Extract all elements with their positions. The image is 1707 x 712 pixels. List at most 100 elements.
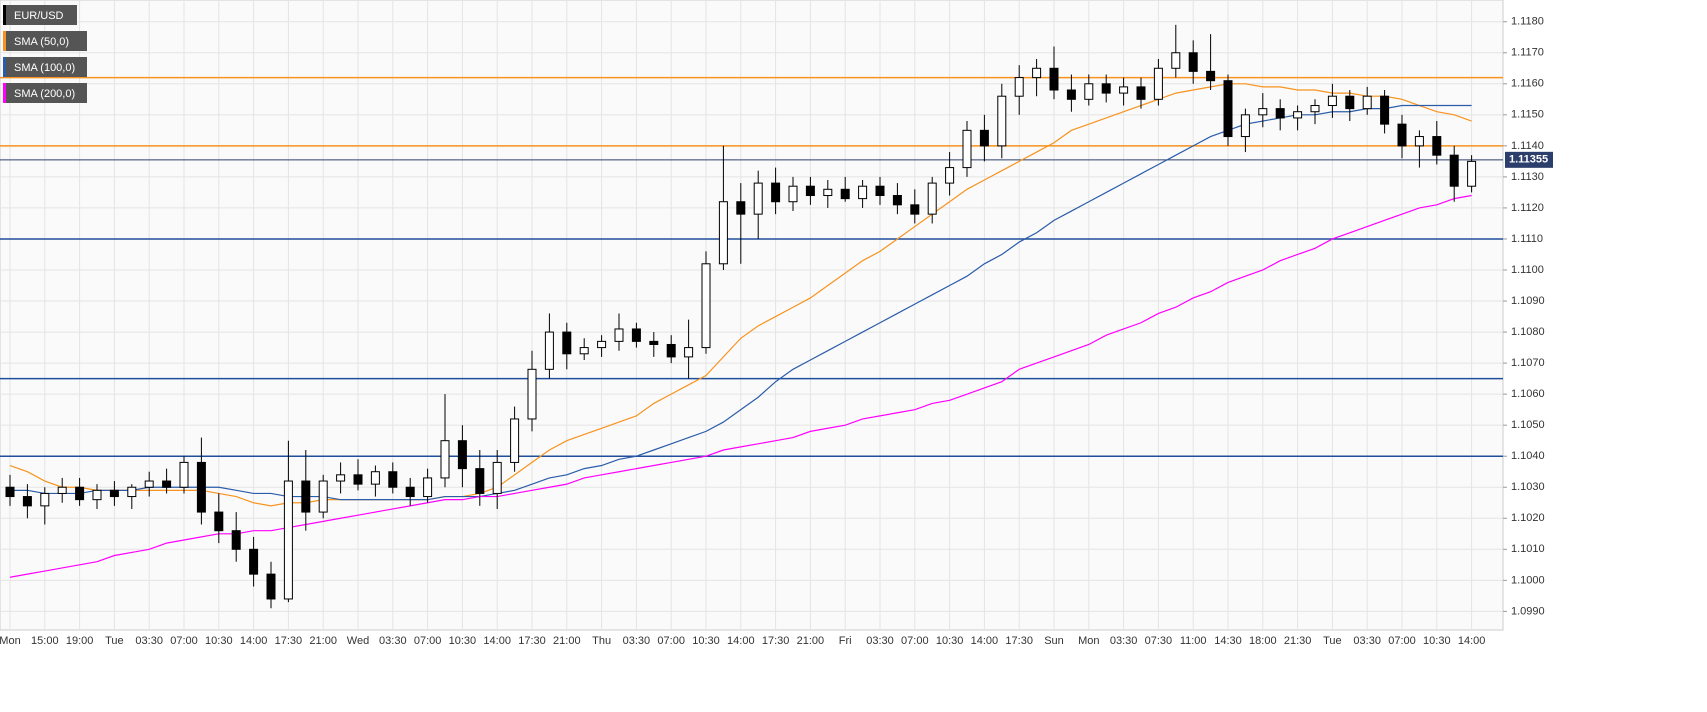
candle-body xyxy=(1223,80,1233,138)
candle-body xyxy=(1032,67,1042,79)
x-tick-label: 21:00 xyxy=(309,635,337,647)
y-tick-label: 1.1050 xyxy=(1511,419,1545,431)
y-tick-label: 1.1130 xyxy=(1511,171,1544,183)
candle-body xyxy=(753,182,763,215)
sma-line xyxy=(9,194,1472,578)
legend-box xyxy=(3,5,77,25)
candle-body xyxy=(5,486,15,498)
candle-body xyxy=(649,340,659,345)
legend-box xyxy=(3,83,87,103)
x-tick-label: 14:30 xyxy=(1214,635,1242,647)
candle-body xyxy=(701,263,711,349)
x-tick-label: Fri xyxy=(839,635,852,647)
x-tick-label: 11:00 xyxy=(1180,635,1207,647)
marks: 1.11355 xyxy=(0,24,1553,609)
x-tick-label: 10:30 xyxy=(449,635,477,647)
candle-body xyxy=(823,188,833,197)
candle-body xyxy=(910,204,920,215)
candle-body xyxy=(353,474,363,485)
candle-body xyxy=(249,548,259,575)
y-tick-label: 1.1020 xyxy=(1511,512,1545,524)
candle-body xyxy=(318,480,328,513)
x-tick-label: Wed xyxy=(347,635,369,647)
x-tick-label: 03:30 xyxy=(379,635,407,647)
grid: 1.0990 1.1000 1.1010 1.1020 1.1030 1.1040 1.10… xyxy=(0,0,1545,647)
candle-body xyxy=(1397,123,1407,147)
x-tick-label: 14:00 xyxy=(971,635,999,647)
y-tick-label: 1.1150 xyxy=(1511,109,1544,121)
candle-body xyxy=(840,188,850,200)
candle-body xyxy=(979,129,989,147)
candle-body xyxy=(614,328,624,342)
x-tick-label: 14:00 xyxy=(1458,635,1486,647)
legend-label: SMA (100,0) xyxy=(14,62,75,74)
x-tick-label: 15:00 xyxy=(31,635,59,647)
y-tick-label: 1.1120 xyxy=(1511,202,1544,214)
candle-body xyxy=(301,480,311,513)
x-tick-label: 07:00 xyxy=(414,635,442,647)
legend-swatch xyxy=(3,5,6,25)
y-tick-label: 1.1100 xyxy=(1511,264,1544,276)
y-tick-label: 1.1180 xyxy=(1511,16,1544,28)
x-tick-label: 07:00 xyxy=(901,635,929,647)
candle-body xyxy=(1275,108,1285,119)
candle-body xyxy=(736,201,746,215)
x-tick-label: 10:30 xyxy=(692,635,720,647)
y-tick-label: 1.1000 xyxy=(1511,574,1545,586)
candle-body xyxy=(440,440,450,479)
candle-body xyxy=(1380,95,1390,125)
candle-body xyxy=(196,461,206,513)
y-tick-label: 1.1170 xyxy=(1511,47,1544,59)
legend-box xyxy=(3,31,87,51)
candle-body xyxy=(144,480,154,488)
x-tick-label: 03:30 xyxy=(1110,635,1138,647)
candle-body xyxy=(579,347,589,355)
candle-body xyxy=(1153,67,1163,100)
candle-body xyxy=(1101,83,1111,94)
candle-body xyxy=(945,167,955,184)
candle-body xyxy=(1171,52,1181,69)
y-tick-label: 1.1070 xyxy=(1511,357,1545,369)
y-tick-label: 1.1080 xyxy=(1511,326,1545,338)
candle-body xyxy=(1188,52,1198,72)
legend-box xyxy=(3,57,87,77)
candle-body xyxy=(423,477,433,498)
candle-body xyxy=(1206,70,1216,82)
x-tick-label: 03:30 xyxy=(623,635,651,647)
candle-body xyxy=(75,486,85,501)
y-tick-label: 1.1040 xyxy=(1511,450,1545,462)
legend-label: SMA (50,0) xyxy=(14,36,69,48)
y-tick-label: 1.1090 xyxy=(1511,295,1545,307)
legend-swatch xyxy=(3,83,6,103)
x-tick-label: 17:30 xyxy=(1005,635,1033,647)
candle-body xyxy=(962,129,972,169)
x-tick-label: Tue xyxy=(105,635,124,647)
candle-body xyxy=(92,489,102,501)
x-tick-label: 21:00 xyxy=(797,635,825,647)
y-tick-label: 1.0990 xyxy=(1511,605,1545,617)
candle-body xyxy=(684,347,694,358)
x-tick-label: 07:00 xyxy=(657,635,685,647)
x-tick-label: Mon xyxy=(0,635,21,647)
candle-body xyxy=(388,471,398,488)
x-tick-label: 03:30 xyxy=(1353,635,1381,647)
candle-body xyxy=(544,331,554,370)
candle-body xyxy=(336,474,346,482)
candle-body xyxy=(266,573,276,600)
legend-label: SMA (200,0) xyxy=(14,88,75,100)
x-tick-label: 10:30 xyxy=(936,635,964,647)
candle-body xyxy=(370,471,380,485)
candle-body xyxy=(1414,136,1424,147)
candle-body xyxy=(1432,136,1442,156)
legend-swatch xyxy=(3,31,6,51)
legend-label: EUR/USD xyxy=(14,10,64,22)
x-tick-label: 10:30 xyxy=(1423,635,1451,647)
candle-body xyxy=(492,461,502,494)
candle-body xyxy=(1467,160,1477,187)
candle-body xyxy=(1066,89,1076,100)
candle-body xyxy=(22,496,32,507)
candle-body xyxy=(214,511,224,532)
candle-body xyxy=(1345,95,1355,110)
x-tick-label: 18:00 xyxy=(1249,635,1277,647)
